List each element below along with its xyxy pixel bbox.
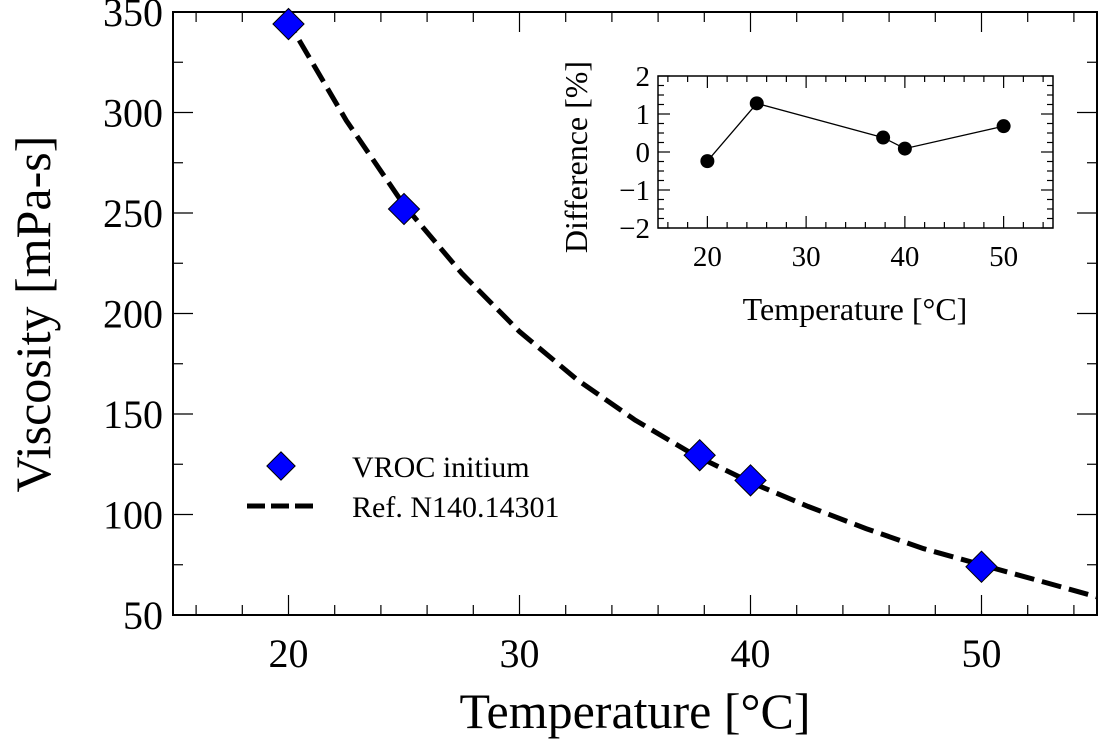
inset-y-tick-label: −1: [619, 175, 650, 207]
difference-point: [876, 130, 891, 145]
main-y-tick-label: 250: [103, 191, 163, 236]
legend-marker-vroc: [266, 451, 296, 481]
main-x-tick-label: 30: [500, 631, 540, 676]
inset-x-tick-label: 20: [693, 241, 722, 273]
data-point-vroc: [734, 464, 767, 497]
main-x-axis-title: Temperature [°C]: [459, 683, 810, 739]
inset-x-axis-title: Temperature [°C]: [743, 291, 968, 327]
inset-y-tick-label: 1: [636, 99, 651, 131]
main-x-tick-label: 50: [962, 631, 1002, 676]
main-y-tick-label: 50: [123, 593, 163, 638]
legend-label-ref: Ref. N140.14301: [352, 491, 559, 524]
difference-line: [706, 102, 1004, 162]
data-point-vroc: [965, 550, 998, 584]
inset-x-tick-label: 50: [989, 241, 1018, 273]
data-point-vroc: [272, 7, 305, 41]
main-y-axis-title: Viscosity [mPa-s]: [5, 136, 61, 493]
difference-point: [897, 141, 912, 156]
inset-y-tick-label: 0: [636, 137, 651, 169]
inset-frame: [657, 75, 1054, 229]
legend: VROC initium Ref. N140.14301: [247, 451, 559, 524]
main-y-tick-label: 350: [103, 0, 163, 35]
inset-x-tick-label: 40: [890, 241, 919, 273]
main-y-tick-label: 150: [103, 392, 163, 437]
inset-y-tick-label: 2: [636, 61, 651, 93]
main-x-tick-label: 20: [269, 631, 309, 676]
main-y-tick-label: 300: [103, 91, 163, 136]
main-y-tick-label: 200: [103, 292, 163, 337]
legend-label-vroc: VROC initium: [352, 451, 530, 484]
inset-y-axis-title: Difference [%]: [558, 61, 594, 253]
difference-point: [749, 96, 764, 111]
data-point-vroc: [683, 438, 716, 472]
main-y-tick-label: 100: [103, 493, 163, 538]
inset-plot: 20 30 40 50 −2 −1 0 1 2: [619, 61, 1054, 273]
main-x-tick-label: 40: [731, 631, 771, 676]
difference-point: [700, 154, 715, 169]
reference-curve: [276, 12, 1097, 600]
inset-y-tick-label: −2: [619, 213, 650, 245]
difference-point: [996, 119, 1011, 134]
data-point-vroc: [387, 192, 421, 226]
inset-x-tick-label: 30: [792, 241, 821, 273]
